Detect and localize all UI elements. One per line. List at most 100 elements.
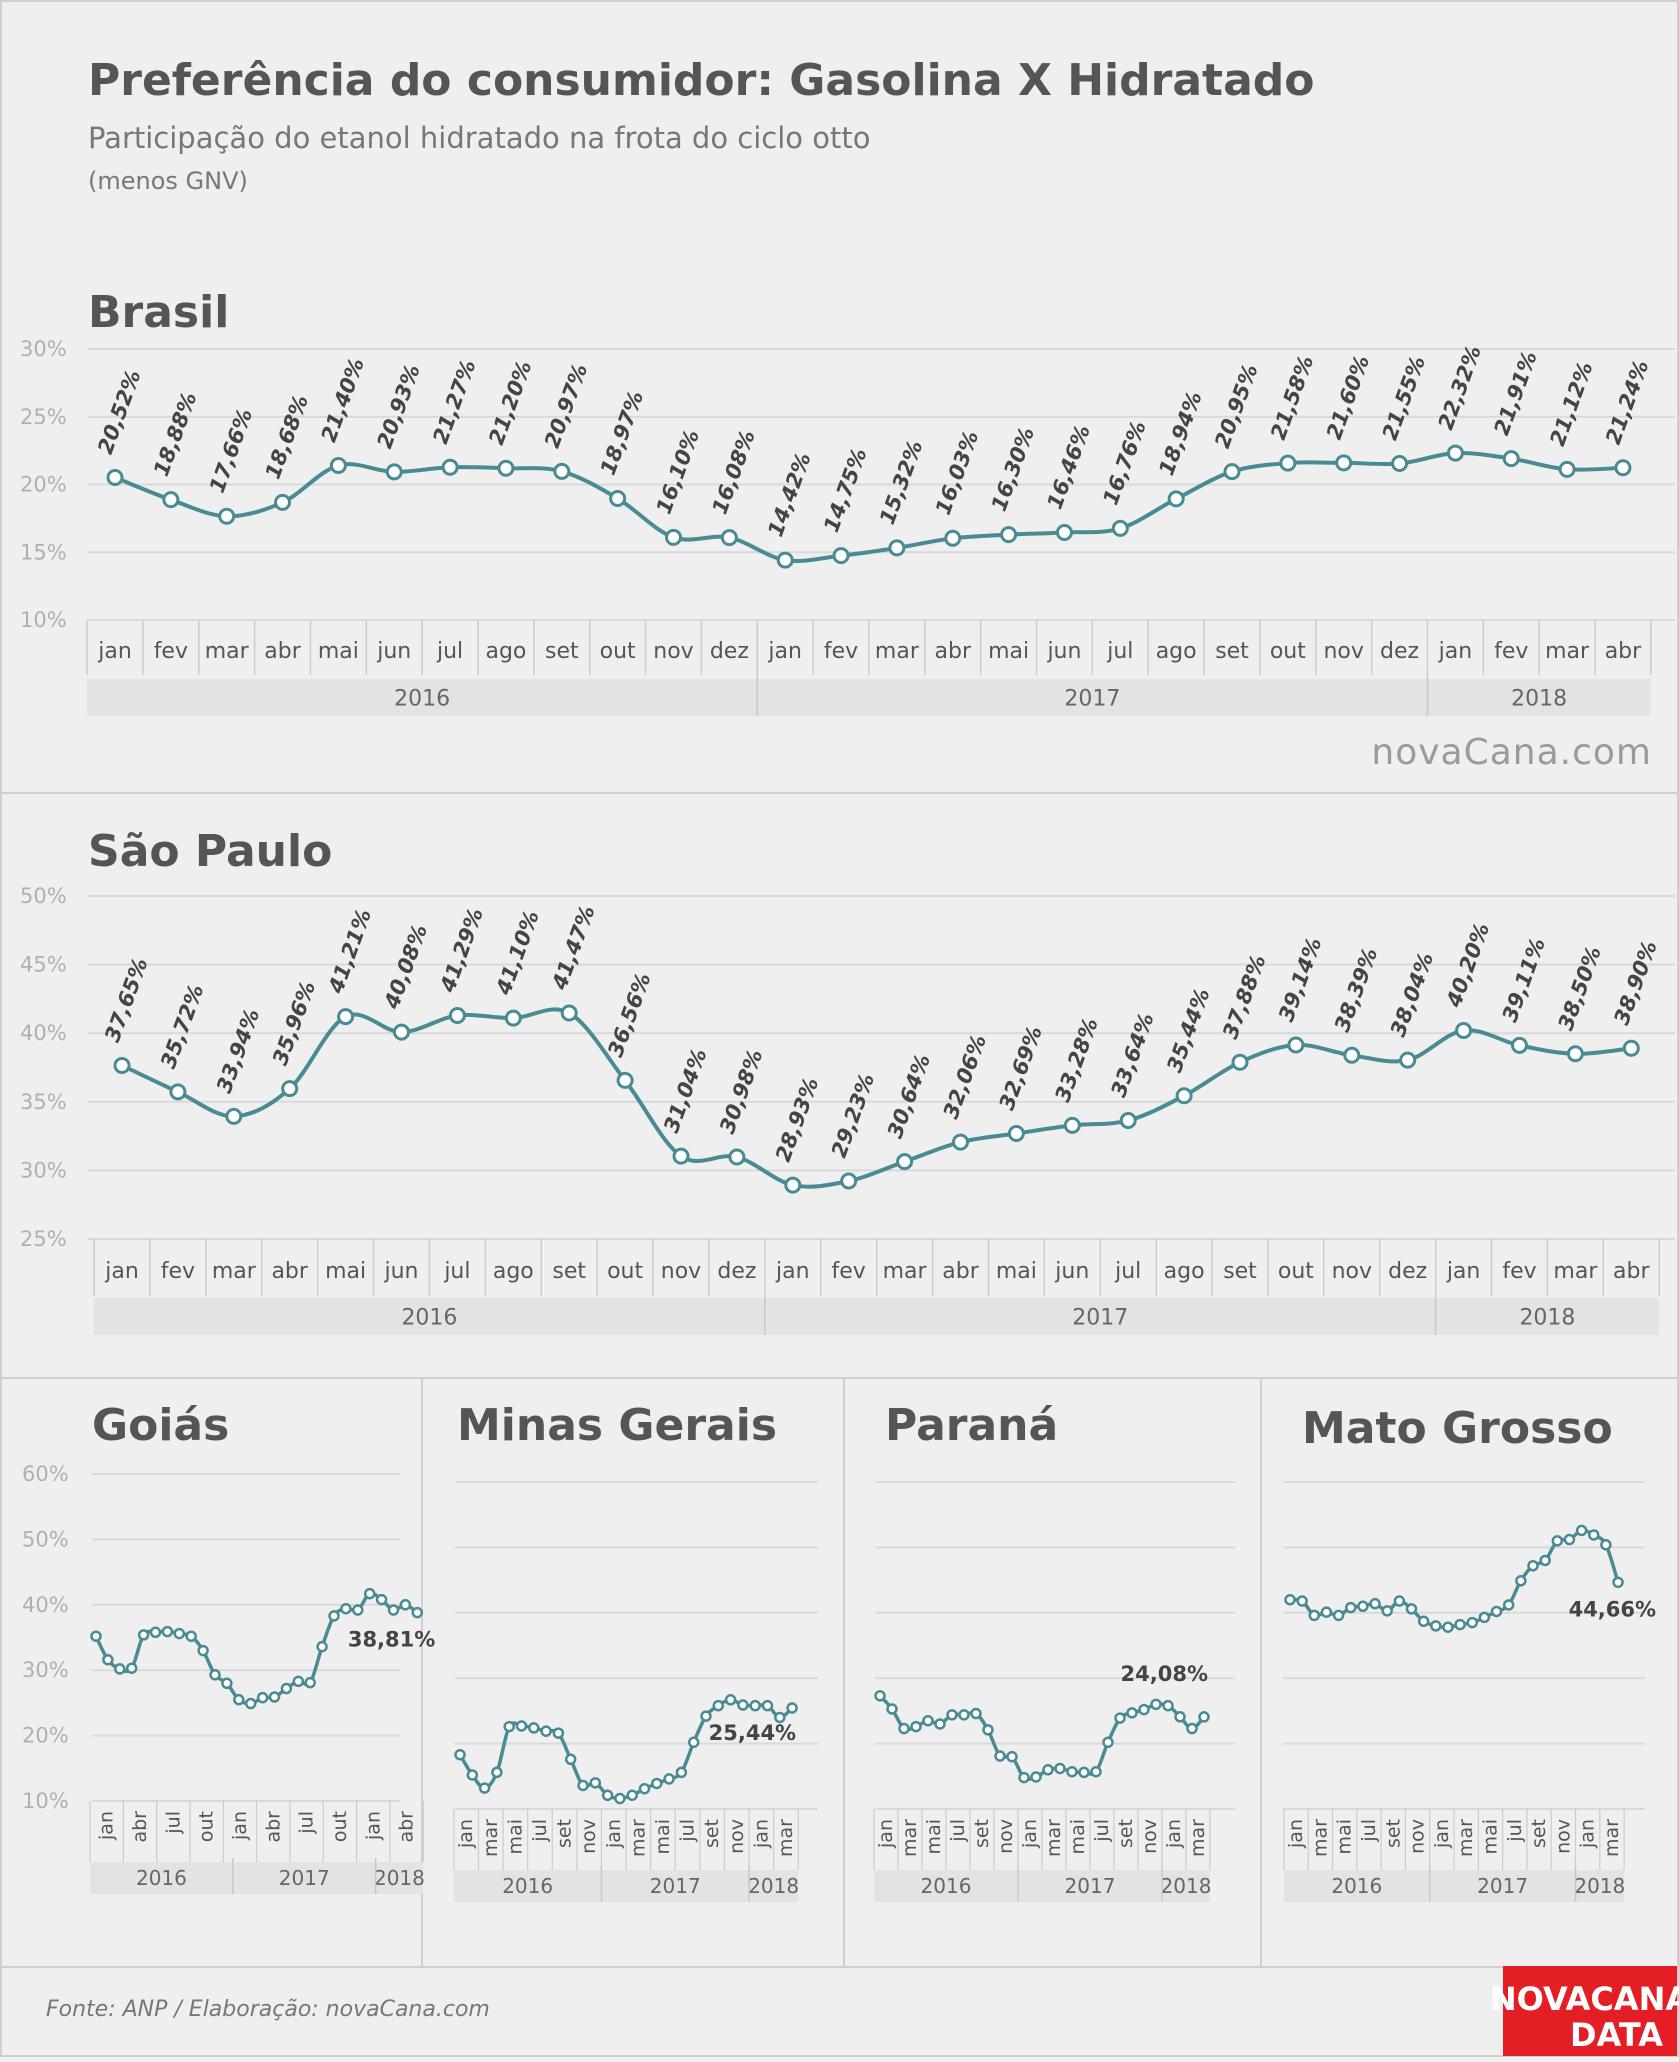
data-point xyxy=(946,1709,958,1721)
x-tick-label: mar xyxy=(627,1819,649,1857)
x-tick-label: fev xyxy=(832,1259,866,1284)
x-tick-label: mai xyxy=(652,1819,674,1854)
section-title-mato-grosso: Mato Grosso xyxy=(1302,1403,1613,1454)
data-point xyxy=(1343,1046,1361,1064)
data-point xyxy=(363,1587,376,1600)
x-tick-label: nov xyxy=(726,1819,748,1854)
x-tick-label: mai xyxy=(988,639,1029,664)
year-label: 2016 xyxy=(921,1874,972,1898)
x-tick-label: abr xyxy=(1613,1259,1650,1284)
year-band xyxy=(94,1298,1660,1335)
year-label: 2017 xyxy=(1477,1874,1528,1898)
x-tick-label: mar xyxy=(1187,1819,1209,1857)
data-point xyxy=(218,507,236,525)
data-point xyxy=(874,1690,886,1702)
x-tick-label: jan xyxy=(750,1819,772,1849)
x-tick-label: abr xyxy=(271,1259,308,1284)
data-point xyxy=(910,1720,922,1733)
data-point xyxy=(589,1777,602,1789)
data-point xyxy=(724,1694,737,1706)
x-tick-label: set xyxy=(1382,1819,1404,1848)
data-point xyxy=(1186,1722,1198,1735)
data-point xyxy=(1090,1765,1102,1778)
x-tick-label: jul xyxy=(529,1819,551,1843)
data-point xyxy=(626,1789,638,1802)
data-point xyxy=(601,1789,614,1802)
data-point xyxy=(448,1007,466,1025)
x-tick-label: dez xyxy=(710,639,749,664)
x-tick-label: dez xyxy=(717,1259,756,1284)
data-point xyxy=(728,1148,746,1166)
data-point xyxy=(337,1008,355,1026)
data-point xyxy=(329,457,347,475)
data-point xyxy=(896,1153,914,1171)
data-point xyxy=(1511,1036,1528,1054)
section-title-sao-paulo: São Paulo xyxy=(88,826,332,877)
data-point xyxy=(352,1604,364,1616)
data-point xyxy=(1162,1699,1174,1712)
x-tick-label: mai xyxy=(325,1259,366,1284)
x-tick-label: nov xyxy=(578,1819,600,1854)
data-point xyxy=(1042,1764,1054,1776)
data-point xyxy=(149,1626,162,1639)
data-point xyxy=(922,1714,934,1727)
data-point xyxy=(1588,1529,1600,1541)
year-label: 2017 xyxy=(1065,1874,1116,1898)
y-tick-label: 10% xyxy=(22,1789,69,1813)
data-point xyxy=(1055,523,1073,541)
year-band xyxy=(874,1870,1210,1902)
data-point xyxy=(1575,1524,1588,1537)
data-point xyxy=(1455,1021,1473,1039)
x-tick-label: mai xyxy=(504,1819,526,1854)
data-point xyxy=(503,1720,515,1733)
data-point xyxy=(1102,1736,1114,1749)
x-tick-label: out xyxy=(329,1811,351,1842)
data-point xyxy=(1126,1707,1138,1719)
data-point xyxy=(1446,444,1464,462)
data-point xyxy=(1000,526,1018,544)
x-tick-label: mar xyxy=(775,1819,797,1857)
x-tick-label: abr xyxy=(942,1259,979,1284)
last-value-label: 24,08% xyxy=(1121,1662,1208,1686)
x-tick-label: jul xyxy=(436,639,463,664)
data-point xyxy=(1399,1051,1417,1069)
x-tick-label: jan xyxy=(1577,1819,1599,1849)
year-band xyxy=(1283,1870,1625,1902)
data-point xyxy=(1515,1575,1527,1587)
data-point xyxy=(898,1722,910,1735)
data-point xyxy=(90,1630,102,1642)
data-point xyxy=(888,539,906,557)
data-point xyxy=(832,547,850,565)
data-point xyxy=(994,1750,1006,1762)
data-point xyxy=(840,1172,858,1190)
y-tick-label: 25% xyxy=(20,405,67,429)
year-label: 2018 xyxy=(748,1874,799,1898)
data-point xyxy=(1287,1036,1305,1054)
data-point xyxy=(651,1777,663,1790)
data-point xyxy=(1063,1116,1081,1134)
data-point xyxy=(1284,1593,1296,1606)
data-point xyxy=(173,1627,186,1640)
data-point xyxy=(665,528,682,546)
data-point xyxy=(292,1675,305,1688)
year-band xyxy=(453,1870,799,1902)
data-point xyxy=(454,1748,466,1761)
data-point xyxy=(1335,454,1353,472)
year-label: 2018 xyxy=(1519,1306,1575,1331)
x-tick-label: jun xyxy=(1046,639,1081,664)
x-tick-label: mar xyxy=(1553,1259,1598,1284)
y-tick-label: 15% xyxy=(20,540,67,564)
series-line xyxy=(94,1591,419,1706)
data-point xyxy=(197,1644,209,1657)
x-tick-label: jan xyxy=(1019,1819,1041,1849)
x-tick-label: abr xyxy=(396,1811,418,1843)
x-tick-label: jul xyxy=(677,1819,699,1843)
section-title-goias: Goiás xyxy=(92,1400,229,1451)
x-tick-label: set xyxy=(552,1259,586,1284)
data-point xyxy=(515,1720,528,1732)
year-label: 2017 xyxy=(1064,687,1120,712)
x-tick-label: out xyxy=(600,639,636,664)
section-title-brasil: Brasil xyxy=(88,287,229,338)
x-tick-label: mar xyxy=(205,639,250,664)
